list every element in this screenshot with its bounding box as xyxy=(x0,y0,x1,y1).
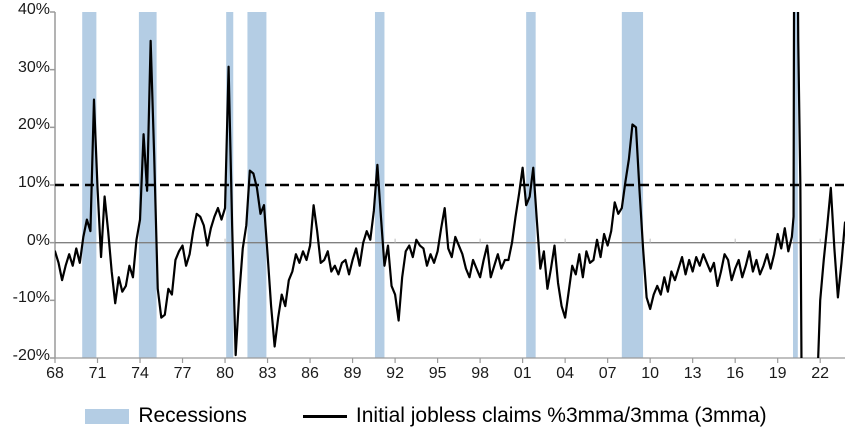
x-tick-label: 22 xyxy=(811,365,830,382)
legend-label-recessions: Recessions xyxy=(138,404,247,427)
x-tick-label: 71 xyxy=(88,365,107,382)
x-tick-label: 04 xyxy=(556,365,575,382)
y-tick-label: -10% xyxy=(12,289,50,307)
series-line-initial-jobless-claims xyxy=(55,12,845,358)
chart-legend: Recessions Initial jobless claims %3mma/… xyxy=(0,394,852,438)
legend-label-series: Initial jobless claims %3mma/3mma (3mma) xyxy=(355,404,767,427)
y-tick-label: -20% xyxy=(12,347,50,364)
legend-item-series: Initial jobless claims %3mma/3mma (3mma) xyxy=(302,404,767,428)
y-tick-label: 40% xyxy=(17,1,50,18)
legend-item-recessions: Recessions xyxy=(85,404,247,428)
x-tick-label: 83 xyxy=(258,365,277,382)
x-tick-label: 01 xyxy=(513,365,532,382)
x-tick-label: 16 xyxy=(726,365,745,382)
x-tick-label: 19 xyxy=(768,365,787,382)
x-tick-label: 89 xyxy=(343,365,362,382)
x-tick-label: 13 xyxy=(683,365,702,382)
x-tick-label: 98 xyxy=(471,365,489,382)
y-tick-label: 30% xyxy=(17,58,50,76)
x-tick-label: 74 xyxy=(131,365,149,382)
x-tick-label: 10 xyxy=(641,365,660,382)
x-tick-label: 80 xyxy=(216,365,234,382)
x-tick-label: 68 xyxy=(46,365,64,382)
x-tick-label: 77 xyxy=(173,365,192,382)
chart-axes xyxy=(50,11,845,363)
y-tick-label: 0% xyxy=(26,231,50,249)
x-tick-label: 07 xyxy=(598,365,617,382)
recession-swatch-icon xyxy=(85,408,130,424)
x-tick-label: 86 xyxy=(301,365,319,382)
y-tick-label: 10% xyxy=(17,174,50,191)
y-tick-label: 20% xyxy=(17,116,50,134)
x-tick-label: 95 xyxy=(428,365,447,382)
series-line-icon xyxy=(302,414,347,418)
x-tick-label: 92 xyxy=(386,365,404,382)
recession-1980 xyxy=(226,12,234,358)
